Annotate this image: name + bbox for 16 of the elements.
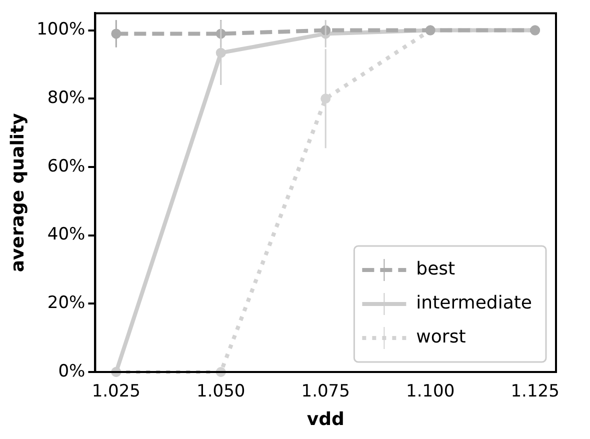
legend-label: best bbox=[416, 258, 456, 280]
legend-label: intermediate bbox=[416, 292, 532, 314]
y-tick-label: 80% bbox=[47, 88, 86, 108]
x-axis-title: vdd bbox=[306, 408, 344, 430]
y-tick-label: 60% bbox=[47, 156, 86, 176]
x-tick-label: 1.025 bbox=[92, 382, 140, 402]
legend-label: worst bbox=[416, 326, 466, 348]
x-tick-label: 1.075 bbox=[301, 382, 350, 402]
x-tick-label: 1.050 bbox=[196, 382, 246, 402]
y-tick-label: 40% bbox=[47, 224, 86, 245]
x-tick-label: 1.100 bbox=[406, 382, 455, 402]
y-tick-label: 0% bbox=[58, 361, 86, 382]
x-tick-label: 1.125 bbox=[510, 382, 560, 402]
y-tick-label: 20% bbox=[47, 293, 86, 314]
y-axis-title: average quality bbox=[7, 112, 28, 272]
y-tick-label: 100% bbox=[36, 20, 86, 40]
